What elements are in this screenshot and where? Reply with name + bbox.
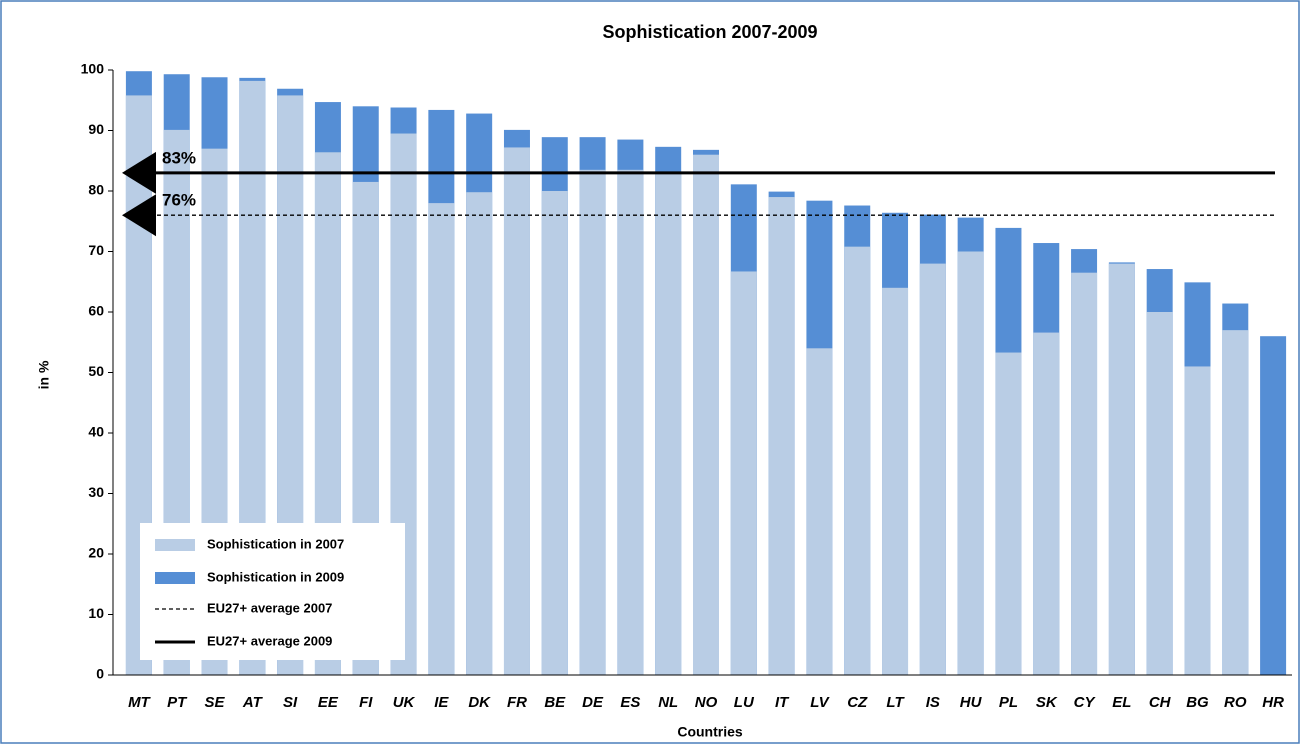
bar xyxy=(1108,263,1135,675)
x-tick-label: LU xyxy=(734,694,755,711)
y-tick-label: 30 xyxy=(88,484,104,500)
y-tick-label: 40 xyxy=(88,424,104,440)
bar xyxy=(957,251,984,675)
x-tick-label: FI xyxy=(359,694,373,711)
reference-arrow xyxy=(122,194,156,237)
bar xyxy=(693,154,719,675)
bar xyxy=(579,169,606,675)
y-tick-label: 20 xyxy=(88,545,104,561)
x-tick-label: NL xyxy=(658,694,678,711)
chart-title: Sophistication 2007-2009 xyxy=(602,22,817,42)
y-tick-label: 60 xyxy=(88,303,104,319)
x-tick-label: UK xyxy=(393,694,416,711)
x-tick-label: CZ xyxy=(847,694,868,711)
x-tick-label: DE xyxy=(582,694,604,711)
legend-label: EU27+ average 2009 xyxy=(207,633,332,648)
x-tick-label: SE xyxy=(205,694,226,711)
x-tick-label: FR xyxy=(507,694,527,711)
bar xyxy=(882,287,909,675)
bar xyxy=(806,348,833,675)
y-tick-label: 90 xyxy=(88,121,104,137)
x-tick-label: CH xyxy=(1149,694,1172,711)
bar xyxy=(919,263,946,675)
x-tick-label: PL xyxy=(999,694,1018,711)
bar xyxy=(541,191,568,675)
x-tick-label: AT xyxy=(242,694,264,711)
y-tick-label: 70 xyxy=(88,242,104,258)
x-tick-label: SK xyxy=(1036,694,1058,711)
y-tick-label: 10 xyxy=(88,605,104,621)
reference-label: 76% xyxy=(162,191,196,210)
x-tick-label: ES xyxy=(620,694,640,711)
legend: Sophistication in 2007 Sophistication in … xyxy=(140,523,405,660)
x-tick-label: BE xyxy=(544,694,566,711)
bar xyxy=(617,169,644,675)
bar xyxy=(503,147,530,675)
x-tick-label: RO xyxy=(1224,694,1247,711)
bar xyxy=(1184,366,1211,675)
legend-label: EU27+ average 2007 xyxy=(207,600,332,615)
y-tick-label: 0 xyxy=(96,666,104,682)
x-tick-label: IE xyxy=(434,694,449,711)
legend-label: Sophistication in 2007 xyxy=(207,536,344,551)
bar xyxy=(466,192,493,675)
legend-swatch xyxy=(155,572,195,584)
reference-arrow xyxy=(122,151,156,194)
x-tick-label: CY xyxy=(1074,694,1097,711)
x-tick-label: LT xyxy=(886,694,905,711)
legend-label: Sophistication in 2009 xyxy=(207,569,344,584)
x-tick-label: LV xyxy=(810,694,830,711)
bar xyxy=(844,246,871,675)
bar xyxy=(995,352,1022,675)
x-tick-label: HR xyxy=(1262,694,1284,711)
x-tick-label: BG xyxy=(1186,694,1209,711)
x-tick-label: IS xyxy=(926,694,940,711)
legend-swatch xyxy=(155,539,195,551)
x-tick-label: HU xyxy=(960,694,983,711)
x-tick-label: NO xyxy=(695,694,718,711)
bar xyxy=(1071,272,1098,675)
x-tick-label: MT xyxy=(128,694,151,711)
bar xyxy=(1033,332,1060,675)
x-tick-label: DK xyxy=(468,694,491,711)
reference-label: 83% xyxy=(162,148,196,167)
x-tick-label: SI xyxy=(283,694,298,711)
y-axis-label: in % xyxy=(36,360,52,389)
bar xyxy=(730,271,757,675)
bar xyxy=(655,172,682,675)
bar xyxy=(1260,336,1287,675)
x-tick-label: EE xyxy=(318,694,339,711)
bar xyxy=(768,197,795,676)
bar xyxy=(1146,312,1173,675)
bar xyxy=(428,203,455,675)
x-axis-label: Countries xyxy=(677,724,743,740)
y-tick-label: 50 xyxy=(88,363,104,379)
bar xyxy=(1222,330,1249,675)
x-tick-label: EL xyxy=(1112,694,1131,711)
x-tick-label: IT xyxy=(775,694,790,711)
x-tick-label: PT xyxy=(167,694,188,711)
y-tick-label: 100 xyxy=(81,61,105,77)
y-tick-label: 80 xyxy=(88,182,104,198)
